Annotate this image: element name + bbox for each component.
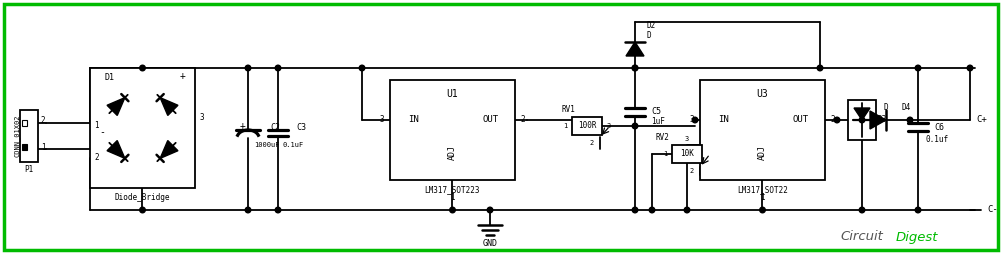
Text: GND: GND	[483, 239, 498, 247]
Text: ADJ: ADJ	[448, 145, 457, 160]
Circle shape	[632, 65, 638, 71]
Text: U3: U3	[757, 89, 769, 99]
Circle shape	[649, 207, 654, 213]
Text: P1: P1	[24, 166, 34, 174]
Text: Digest: Digest	[896, 230, 939, 244]
Text: IN: IN	[408, 116, 419, 124]
Text: 2: 2	[521, 116, 525, 124]
Text: Diode_Bridge: Diode_Bridge	[115, 194, 170, 202]
Circle shape	[139, 65, 145, 71]
Circle shape	[915, 207, 921, 213]
Bar	[672, 145, 702, 163]
Text: OUT: OUT	[483, 116, 499, 124]
Text: D2: D2	[647, 22, 656, 30]
Text: C2: C2	[270, 123, 280, 133]
Text: -: -	[99, 127, 105, 137]
Text: 1: 1	[94, 121, 98, 131]
Text: ADJ: ADJ	[758, 145, 767, 160]
Text: 3: 3	[200, 114, 204, 122]
Text: 0.1uF: 0.1uF	[283, 142, 305, 148]
Circle shape	[760, 207, 766, 213]
Text: 1: 1	[662, 151, 667, 157]
Circle shape	[139, 207, 145, 213]
Text: 3: 3	[685, 136, 689, 142]
Circle shape	[835, 117, 840, 123]
Circle shape	[276, 65, 281, 71]
Text: RV2: RV2	[656, 133, 670, 141]
Text: C5: C5	[651, 107, 661, 117]
Text: 3: 3	[607, 123, 611, 129]
Text: 2: 2	[94, 153, 98, 163]
Text: CONN_01X02: CONN_01X02	[14, 115, 20, 157]
Text: 2: 2	[590, 140, 594, 146]
Circle shape	[245, 207, 250, 213]
Polygon shape	[160, 140, 178, 158]
Text: 1uF: 1uF	[651, 118, 665, 126]
Text: D1: D1	[105, 73, 115, 83]
Text: 100R: 100R	[578, 121, 596, 131]
Text: C+: C+	[976, 116, 987, 124]
Circle shape	[684, 207, 689, 213]
Circle shape	[907, 117, 913, 123]
Bar	[90, 68, 195, 188]
Text: 1: 1	[450, 194, 455, 202]
Bar	[22, 144, 27, 150]
Polygon shape	[107, 140, 125, 158]
Text: 1: 1	[563, 123, 567, 129]
Text: Circuit: Circuit	[840, 230, 883, 244]
Polygon shape	[870, 111, 886, 129]
Text: C-: C-	[987, 205, 998, 214]
Circle shape	[632, 207, 638, 213]
Circle shape	[632, 65, 638, 71]
Text: RV1: RV1	[562, 104, 576, 114]
Text: D4: D4	[902, 103, 911, 112]
Circle shape	[818, 65, 823, 71]
Text: C3: C3	[296, 123, 306, 133]
Polygon shape	[160, 98, 178, 116]
Circle shape	[487, 207, 493, 213]
Circle shape	[967, 65, 973, 71]
Bar	[20, 110, 38, 162]
Text: 10K: 10K	[680, 150, 694, 158]
Text: 2: 2	[689, 168, 694, 174]
Text: 3: 3	[380, 116, 385, 124]
Text: IN: IN	[718, 116, 728, 124]
Circle shape	[450, 207, 455, 213]
Text: U1: U1	[447, 89, 458, 99]
Text: 3: 3	[689, 116, 694, 124]
Text: LM317_SOT223: LM317_SOT223	[425, 185, 480, 195]
Text: 2: 2	[41, 116, 45, 125]
Circle shape	[359, 65, 365, 71]
Text: 0.1uf: 0.1uf	[926, 135, 949, 144]
Bar	[390, 80, 515, 180]
Text: D: D	[647, 30, 651, 40]
Text: D: D	[884, 103, 889, 112]
Polygon shape	[107, 98, 125, 116]
Circle shape	[276, 207, 281, 213]
Polygon shape	[626, 42, 644, 56]
Bar	[848, 100, 876, 140]
Text: +: +	[180, 71, 186, 81]
Text: 1: 1	[41, 143, 45, 152]
Text: LM317_SOT22: LM317_SOT22	[737, 185, 788, 195]
Text: OUT: OUT	[793, 116, 809, 124]
Text: +: +	[240, 121, 245, 131]
Circle shape	[859, 207, 865, 213]
Circle shape	[859, 117, 865, 123]
Text: 1: 1	[761, 194, 765, 202]
Bar	[22, 120, 27, 126]
Circle shape	[692, 117, 697, 123]
Circle shape	[245, 65, 250, 71]
Bar	[700, 80, 825, 180]
Text: C6: C6	[934, 122, 944, 132]
Text: 1000uF: 1000uF	[254, 142, 280, 148]
Circle shape	[915, 65, 921, 71]
Polygon shape	[854, 108, 870, 120]
Circle shape	[632, 123, 638, 129]
Text: 2: 2	[831, 116, 836, 124]
Text: D3: D3	[878, 116, 887, 124]
Bar	[572, 117, 602, 135]
